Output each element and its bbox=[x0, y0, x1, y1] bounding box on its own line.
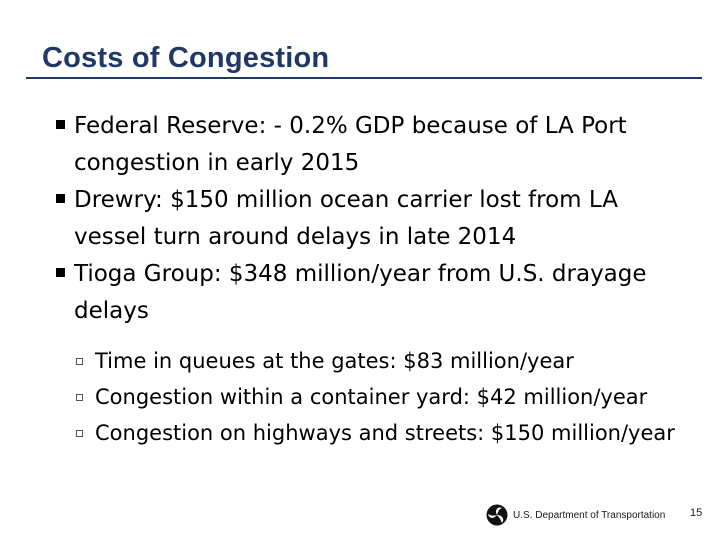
square-bullet-icon bbox=[56, 120, 65, 129]
bullet-text: Federal Reserve: - 0.2% GDP because of L… bbox=[74, 113, 627, 176]
hollow-square-bullet-icon bbox=[76, 358, 83, 365]
slide-title: Costs of Congestion bbox=[42, 42, 330, 74]
bullet-text: Tioga Group: $348 million/year from U.S.… bbox=[74, 261, 647, 324]
sub-bullet-text: Congestion on highways and streets: $150… bbox=[95, 421, 675, 445]
sub-bullet-text: Congestion within a container yard: $42 … bbox=[95, 385, 648, 409]
sub-bullet-item: Congestion within a container yard: $42 … bbox=[76, 379, 696, 415]
bullet-item: Federal Reserve: - 0.2% GDP because of L… bbox=[56, 108, 696, 182]
sub-bullet-item: Congestion on highways and streets: $150… bbox=[76, 415, 696, 451]
square-bullet-icon bbox=[56, 194, 65, 203]
bullet-text: Drewry: $150 million ocean carrier lost … bbox=[74, 187, 618, 250]
bullet-item: Tioga Group: $348 million/year from U.S.… bbox=[56, 256, 696, 330]
hollow-square-bullet-icon bbox=[76, 394, 83, 401]
square-bullet-icon bbox=[56, 268, 65, 277]
sub-bullet-text: Time in queues at the gates: $83 million… bbox=[95, 349, 574, 373]
hollow-square-bullet-icon bbox=[76, 430, 83, 437]
bullet-list: Federal Reserve: - 0.2% GDP because of L… bbox=[56, 108, 696, 451]
title-divider bbox=[26, 77, 702, 79]
bullet-item: Drewry: $150 million ocean carrier lost … bbox=[56, 182, 696, 256]
dot-logo-icon bbox=[486, 504, 508, 526]
footer-department: U.S. Department of Transportation bbox=[513, 510, 666, 521]
page-number: 15 bbox=[690, 507, 703, 519]
sub-bullet-item: Time in queues at the gates: $83 million… bbox=[76, 343, 696, 379]
